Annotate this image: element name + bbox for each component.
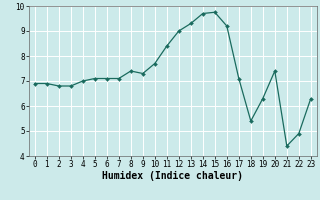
X-axis label: Humidex (Indice chaleur): Humidex (Indice chaleur): [102, 171, 243, 181]
